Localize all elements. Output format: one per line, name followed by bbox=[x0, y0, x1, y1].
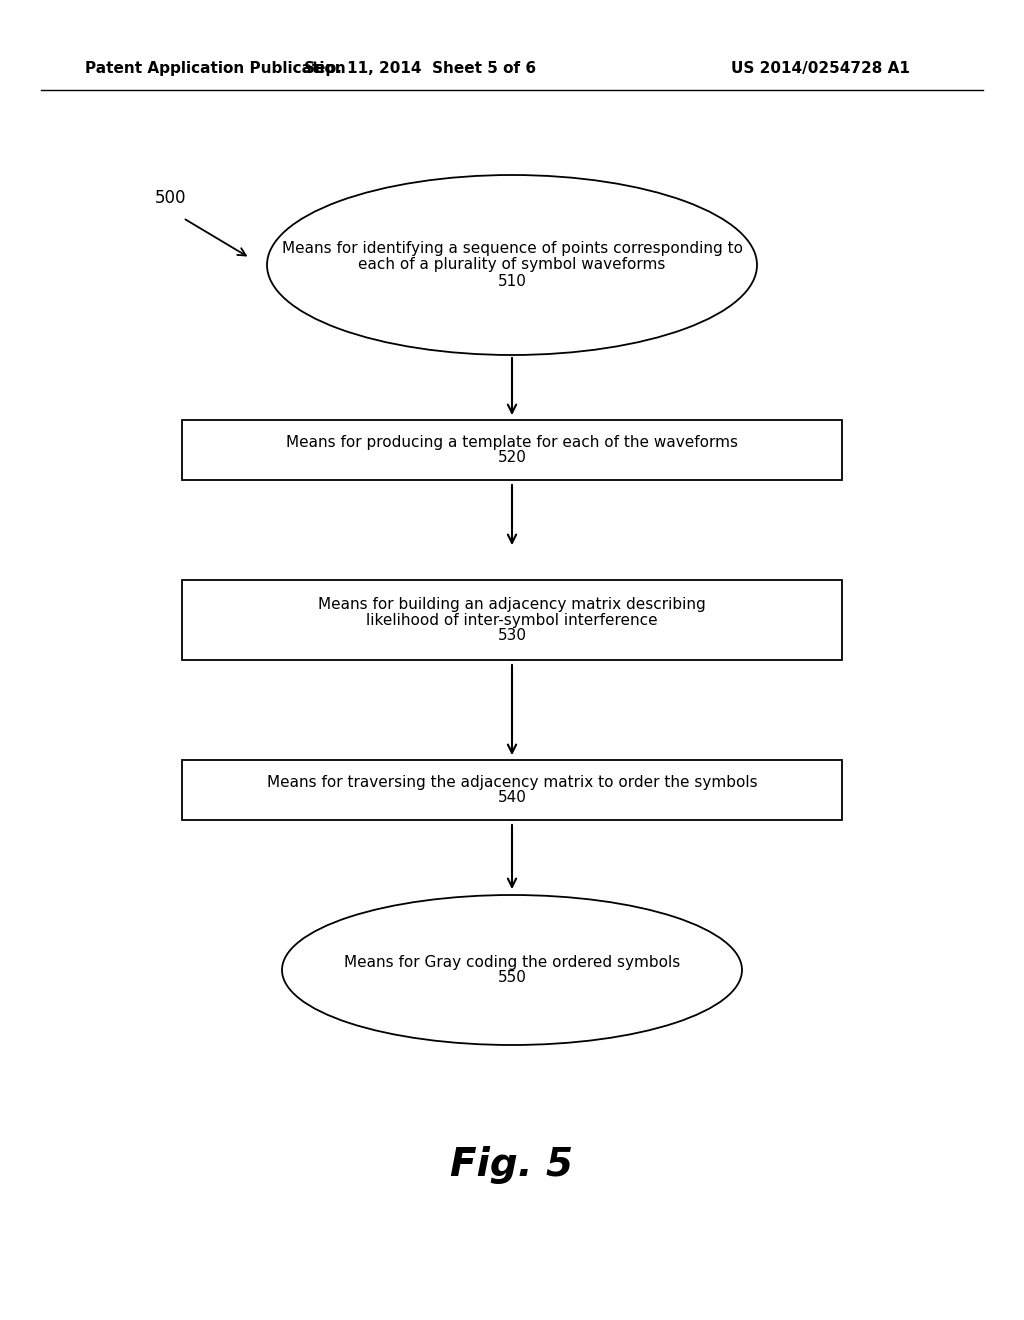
Text: 540: 540 bbox=[498, 791, 526, 805]
Text: Fig. 5: Fig. 5 bbox=[451, 1146, 573, 1184]
Text: Means for identifying a sequence of points corresponding to: Means for identifying a sequence of poin… bbox=[282, 242, 742, 256]
Text: Patent Application Publication: Patent Application Publication bbox=[85, 61, 346, 75]
Text: 510: 510 bbox=[498, 273, 526, 289]
Text: Means for traversing the adjacency matrix to order the symbols: Means for traversing the adjacency matri… bbox=[266, 775, 758, 789]
Bar bbox=[182, 760, 842, 820]
Text: 520: 520 bbox=[498, 450, 526, 466]
Bar bbox=[182, 579, 842, 660]
Text: 530: 530 bbox=[498, 628, 526, 644]
Text: Means for Gray coding the ordered symbols: Means for Gray coding the ordered symbol… bbox=[344, 954, 680, 969]
Text: Means for building an adjacency matrix describing: Means for building an adjacency matrix d… bbox=[318, 597, 706, 611]
Text: likelihood of inter-symbol interference: likelihood of inter-symbol interference bbox=[367, 612, 657, 627]
Text: 500: 500 bbox=[155, 189, 186, 207]
Text: Sep. 11, 2014  Sheet 5 of 6: Sep. 11, 2014 Sheet 5 of 6 bbox=[304, 61, 536, 75]
Text: Means for producing a template for each of the waveforms: Means for producing a template for each … bbox=[286, 434, 738, 450]
Text: 550: 550 bbox=[498, 970, 526, 986]
Text: each of a plurality of symbol waveforms: each of a plurality of symbol waveforms bbox=[358, 257, 666, 272]
Text: US 2014/0254728 A1: US 2014/0254728 A1 bbox=[730, 61, 909, 75]
Bar bbox=[182, 420, 842, 480]
